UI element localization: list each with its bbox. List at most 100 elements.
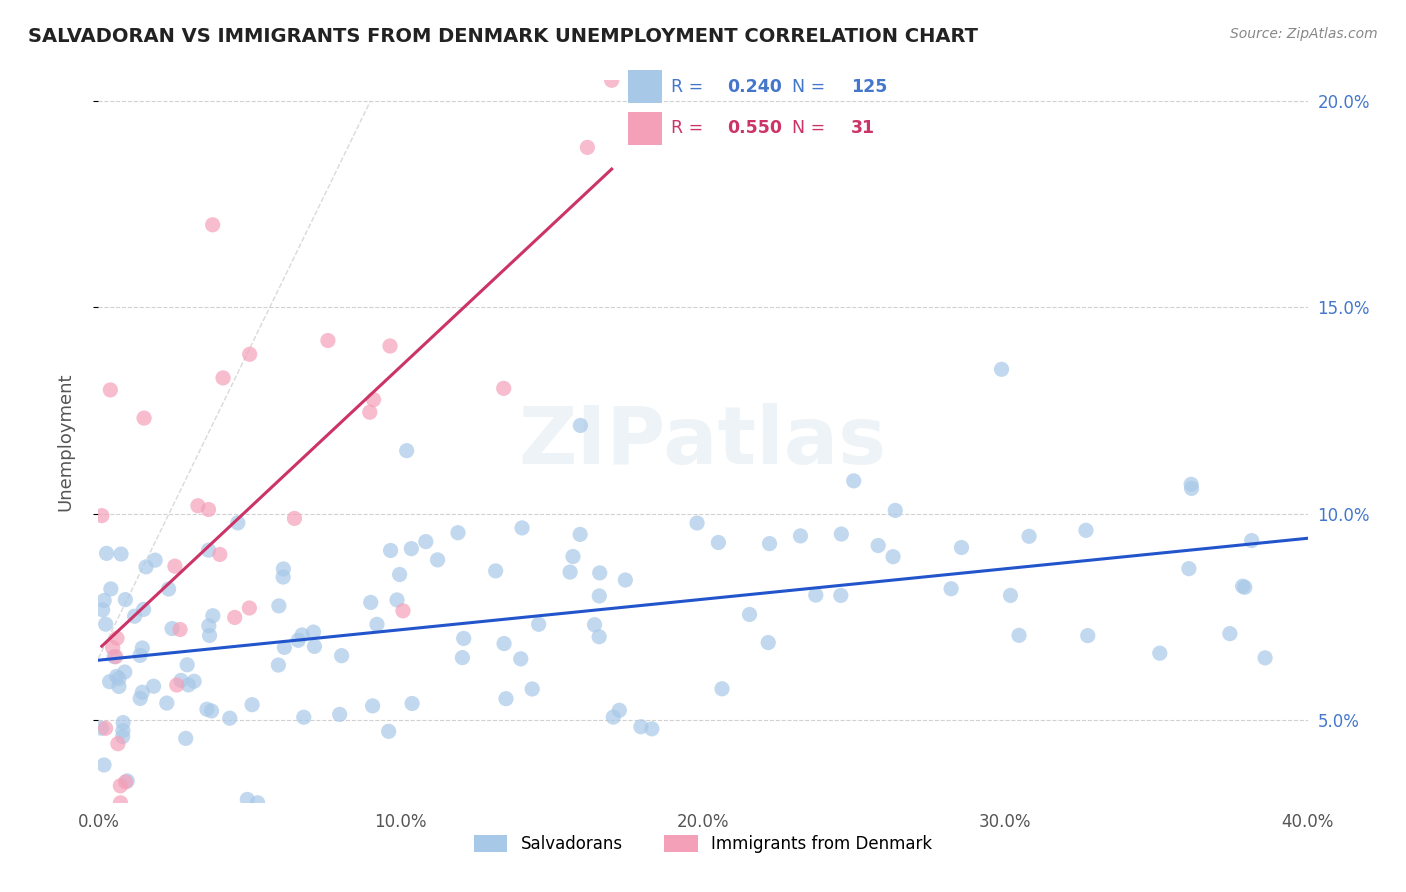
Point: [94, 617, 117, 632]
Point: [1149, 646, 1171, 660]
Bar: [628, 112, 662, 145]
Point: [104, 649, 127, 664]
Point: [108, 680, 131, 694]
Point: [453, 632, 475, 646]
Point: [163, 559, 186, 574]
Point: [91, 603, 114, 617]
Point: [589, 566, 612, 580]
Text: 31: 31: [851, 120, 875, 137]
Point: [302, 625, 325, 640]
Point: [218, 711, 240, 725]
Point: [868, 539, 890, 553]
Point: [558, 565, 581, 579]
Point: [198, 628, 221, 642]
Point: [630, 720, 652, 734]
Text: 125: 125: [851, 78, 887, 95]
Bar: [628, 70, 662, 103]
Point: [267, 599, 290, 613]
Point: [789, 529, 811, 543]
Point: [287, 633, 309, 648]
Y-axis label: Unemployment: Unemployment: [56, 372, 75, 511]
Point: [271, 570, 294, 584]
Text: Source: ZipAtlas.com: Source: ZipAtlas.com: [1230, 27, 1378, 41]
Text: R =: R =: [671, 120, 709, 137]
Point: [522, 681, 544, 696]
Point: [738, 607, 761, 622]
Point: [246, 796, 269, 810]
Point: [166, 678, 188, 692]
Point: [426, 553, 449, 567]
Point: [156, 696, 179, 710]
Point: [415, 534, 437, 549]
Point: [160, 622, 183, 636]
Point: [114, 592, 136, 607]
Point: [131, 685, 153, 699]
Point: [1232, 579, 1254, 593]
Point: [273, 562, 295, 576]
Point: [388, 567, 411, 582]
Point: [100, 582, 122, 596]
Point: [98, 674, 121, 689]
Point: [187, 499, 209, 513]
Point: [201, 218, 224, 232]
Point: [224, 610, 246, 624]
Point: [174, 731, 197, 746]
Point: [562, 549, 585, 564]
Point: [1018, 529, 1040, 543]
Point: [105, 669, 128, 683]
Point: [103, 649, 125, 664]
Point: [112, 715, 135, 730]
Point: [1219, 626, 1241, 640]
Point: [588, 630, 610, 644]
Point: [686, 516, 709, 530]
Point: [330, 648, 353, 663]
Point: [198, 619, 221, 633]
Point: [129, 691, 152, 706]
Point: [583, 617, 606, 632]
Point: [392, 604, 415, 618]
Point: [494, 636, 516, 650]
Point: [485, 564, 508, 578]
Point: [385, 593, 408, 607]
Point: [177, 678, 200, 692]
Point: [117, 773, 139, 788]
Point: [238, 601, 260, 615]
Point: [361, 698, 384, 713]
Point: [304, 640, 326, 654]
Point: [884, 503, 907, 517]
Point: [401, 541, 423, 556]
Point: [711, 681, 734, 696]
Point: [283, 511, 305, 525]
Point: [1000, 588, 1022, 602]
Point: [129, 648, 152, 663]
Point: [239, 347, 262, 361]
Point: [1180, 482, 1202, 496]
Point: [614, 573, 637, 587]
Point: [950, 541, 973, 555]
Point: [96, 546, 118, 560]
Point: [641, 722, 664, 736]
Point: [105, 631, 128, 645]
Point: [939, 582, 962, 596]
Point: [108, 672, 131, 686]
Point: [1077, 629, 1099, 643]
Point: [93, 593, 115, 607]
Point: [212, 371, 235, 385]
Point: [495, 691, 517, 706]
Point: [94, 721, 117, 735]
Point: [377, 724, 399, 739]
Text: R =: R =: [671, 78, 709, 95]
Point: [183, 674, 205, 689]
Point: [316, 334, 339, 348]
Point: [569, 418, 592, 433]
Point: [990, 362, 1012, 376]
Point: [131, 640, 153, 655]
Point: [1180, 477, 1202, 491]
Point: [240, 698, 263, 712]
Point: [110, 796, 132, 810]
Point: [842, 474, 865, 488]
Point: [492, 381, 515, 395]
Point: [200, 704, 222, 718]
Point: [758, 536, 780, 550]
Point: [132, 411, 155, 425]
